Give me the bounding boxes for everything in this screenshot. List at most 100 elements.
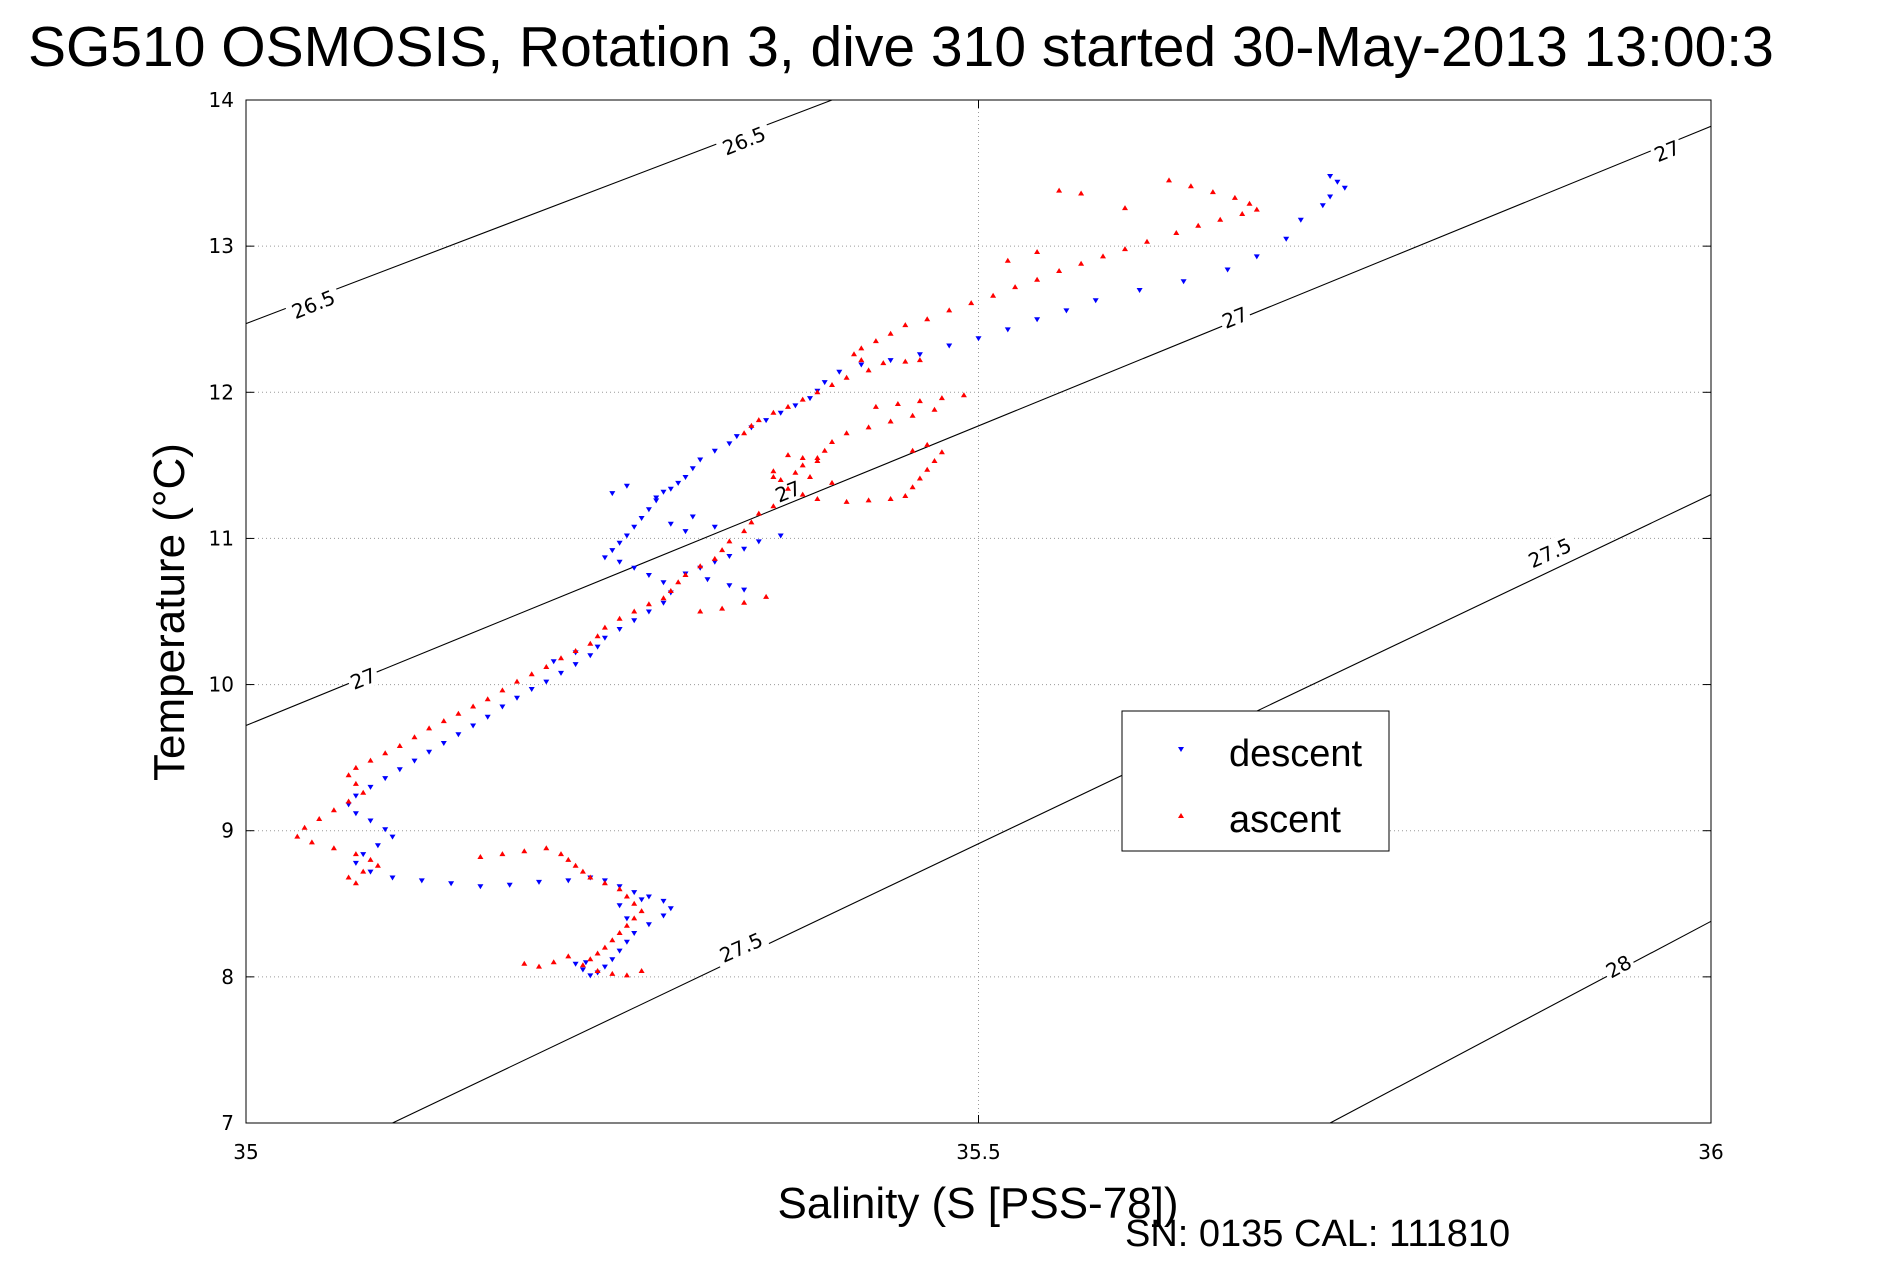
contour-label-bg [344,661,381,694]
descent-point [645,894,652,900]
y-tick-label: 10 [209,673,234,697]
ascent-point [1078,260,1085,266]
ascent-point [865,424,872,430]
ascent-point [558,851,564,857]
descent-point [616,627,623,632]
descent-point [367,784,374,790]
ascent-point [550,959,557,965]
descent-point [616,903,623,909]
ascent-point [916,475,923,481]
ascent-point [440,718,447,724]
descent-point [682,475,689,480]
ascent-point [872,403,879,409]
descent-point [667,521,674,527]
ascent-point [455,710,462,716]
ascent-point [829,382,835,387]
ascent-point [711,555,718,561]
contour-label-bg [1648,134,1685,167]
descent-point [616,559,623,565]
series-descent [345,174,1348,979]
ascent-point [543,845,550,851]
descent-point [426,749,433,755]
ascent-point [887,418,894,424]
ascent-point [968,300,975,306]
descent-point [594,644,601,650]
ascent-point [909,447,916,453]
contour-label-bg [711,925,770,968]
ascent-point [565,953,572,959]
ascent-point [843,498,850,504]
descent-point [418,878,425,884]
x-tick-label: 35.5 [956,1140,1001,1164]
ascent-point [1004,257,1011,263]
descent-point [638,897,645,903]
ascent-point [352,764,359,770]
ascent-point [865,497,872,503]
descent-point [645,573,652,578]
descent-point [601,555,608,561]
ascent-point [1078,190,1085,196]
ascent-point [770,409,777,415]
ascent-point [345,772,352,778]
ascent-point [360,868,367,874]
ascent-point [770,503,777,509]
ascent-point [946,307,953,313]
ascent-point [330,807,337,813]
ascent-point [843,430,850,436]
ascent-point [1253,206,1260,212]
ascent-point [1034,276,1041,282]
y-tick-label: 14 [209,88,234,112]
ascent-point [770,474,777,479]
descent-point [543,679,550,685]
ascent-point [799,462,806,468]
ascent-point [814,496,821,501]
ascent-point [865,367,872,373]
y-tick-label: 12 [209,380,234,404]
ascent-point [1246,200,1253,206]
descent-point [352,811,359,817]
ascent-point [521,848,528,854]
ascent-point [594,968,601,973]
contour-label: 26.5 [288,285,338,324]
ascent-point [411,734,418,740]
ascent-point [1122,246,1128,252]
ascent-point [367,856,374,862]
ascent-point [616,930,623,935]
ascent-point [719,547,726,553]
descent-point [448,881,455,887]
descent-point [623,916,630,922]
descent-point [689,514,696,520]
ascent-point [345,798,352,804]
ascent-point [807,474,813,479]
ascent-point [396,743,403,748]
ascent-point [623,922,630,928]
descent-point [609,957,616,963]
descent-point [367,869,374,875]
descent-point [1341,185,1348,191]
descent-point [477,884,484,890]
y-axis-label: Temperature (°C) [145,443,194,781]
ascent-point [528,671,535,677]
ascent-point [616,615,623,621]
descent-point [689,466,696,472]
ascent-point [894,401,901,406]
ascent-point [1034,249,1041,254]
ascent-point [360,789,367,795]
ascent-point [631,900,638,906]
descent-point [374,843,381,849]
y-tick-label: 8 [221,965,234,989]
descent-point [675,480,682,486]
plot-frame [245,99,1712,1124]
descent-point [711,559,718,565]
ascent-point [594,633,601,639]
ascent-point [301,824,308,830]
descent-point [733,434,740,440]
ascent-point [902,493,909,498]
ascent-point [594,950,601,956]
descent-point [1004,327,1011,333]
ascent-point [352,851,359,857]
descent-point [667,486,674,492]
chart-title: SG510 OSMOSIS, Rotation 3, dive 310 star… [28,15,1774,79]
descent-point [616,540,623,546]
